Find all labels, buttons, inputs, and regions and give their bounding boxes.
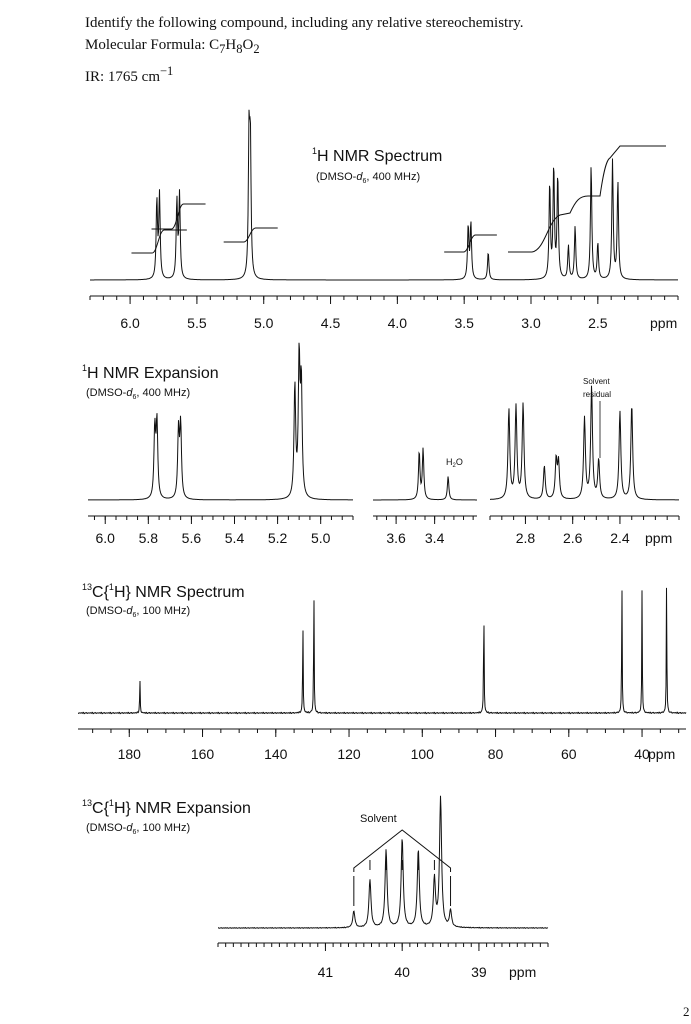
h1-expansion-tick-label: 5.0 xyxy=(311,530,331,546)
h1-axis-label: ppm xyxy=(650,315,677,331)
panel4-title: 13C{1H} NMR Expansion (DMSO-d6, 100 MHz) xyxy=(82,798,251,836)
h1-expansion-tick-label: 2.4 xyxy=(610,530,630,546)
c13-tick-label: 160 xyxy=(191,746,215,762)
integral-curve xyxy=(151,203,206,230)
h1-expansion-trace xyxy=(373,447,477,501)
molecular-formula: Molecular Formula: C7H8O2 xyxy=(85,37,260,56)
ir-data: IR: 1765 cm−1 xyxy=(85,64,174,85)
panel2-title: 1H NMR Expansion (DMSO-d6, 400 MHz) xyxy=(82,363,219,401)
c13-axis-label: ppm xyxy=(648,746,675,762)
h1-tick-label: 3.0 xyxy=(521,315,541,331)
svg-text:Solvent: Solvent xyxy=(583,377,610,386)
c13-tick-label: 80 xyxy=(488,746,504,762)
h1-tick-label: 3.5 xyxy=(454,315,474,331)
h1-expansion-tick-label: 2.8 xyxy=(516,530,536,546)
c13-expansion-tick-label: 41 xyxy=(318,964,334,980)
svg-text:13C{1H} NMR Expansion: 13C{1H} NMR Expansion xyxy=(82,798,251,817)
h1-expansion-tick-label: 5.2 xyxy=(268,530,288,546)
h1-tick-label: 5.5 xyxy=(187,315,207,331)
c13-tick-label: 140 xyxy=(264,746,288,762)
h1-expansion-tick-label: 6.0 xyxy=(96,530,116,546)
integral-curve xyxy=(223,227,278,243)
problem-prompt: Identify the following compound, includi… xyxy=(85,15,524,31)
h1-expansion-tick-label: 3.4 xyxy=(425,530,445,546)
svg-text:residual: residual xyxy=(583,390,611,399)
h1-tick-label: 2.5 xyxy=(588,315,608,331)
h1-expansion-trace xyxy=(490,385,679,501)
c13-expansion-tick-label: 40 xyxy=(394,964,410,980)
svg-text:(DMSO-d6, 400 MHz): (DMSO-d6, 400 MHz) xyxy=(86,387,190,401)
solvent-residual-label: Solvent residual xyxy=(583,377,611,399)
c13-tick-label: 180 xyxy=(118,746,142,762)
solvent-splitting-tree xyxy=(353,829,452,872)
water-label: H2O xyxy=(446,457,463,469)
svg-text:13C{1H} NMR Spectrum: 13C{1H} NMR Spectrum xyxy=(82,582,245,601)
c13-tick-label: 100 xyxy=(411,746,435,762)
svg-text:(DMSO-d6, 100 MHz): (DMSO-d6, 100 MHz) xyxy=(86,605,190,619)
c13-expansion-tick-label: 39 xyxy=(471,964,487,980)
h1-spectrum-trace xyxy=(90,109,678,281)
panel1-title: 1H NMR Spectrum (DMSO-d6, 400 MHz) xyxy=(312,146,442,185)
h1-expansion-trace xyxy=(88,342,353,501)
c13-tick-label: 120 xyxy=(337,746,361,762)
h1-tick-label: 5.0 xyxy=(254,315,274,331)
page-number: 2 xyxy=(683,1004,690,1019)
integral-curve xyxy=(131,229,187,254)
integral-curve xyxy=(508,145,666,253)
c13-tick-label: 60 xyxy=(561,746,577,762)
c13-expansion-trace xyxy=(218,795,549,929)
h1-expansion-tick-label: 3.6 xyxy=(386,530,406,546)
svg-text:H2O: H2O xyxy=(446,457,463,469)
h1-expansion-tick-label: 5.8 xyxy=(139,530,159,546)
h1-expansion-tick-label: 5.6 xyxy=(182,530,202,546)
integral-curve xyxy=(444,234,497,253)
h1-tick-label: 6.0 xyxy=(120,315,140,331)
svg-text:(DMSO-d6, 400 MHz): (DMSO-d6, 400 MHz) xyxy=(316,171,420,185)
spectra-layer: 6.0 5.5 5.0 4.5 4.0 3.5 3.0 2.5 ppm 6.0 5.8 5.6 5.4 5… xyxy=(78,109,687,980)
carbon-solvent-label: Solvent xyxy=(360,813,397,825)
h1-expansion-tick-label: 5.4 xyxy=(225,530,245,546)
h1-tick-label: 4.0 xyxy=(388,315,408,331)
h1-expansion-axis-label: ppm xyxy=(645,530,672,546)
c13-tick-label: 40 xyxy=(634,746,650,762)
svg-text:(DMSO-d6, 100 MHz): (DMSO-d6, 100 MHz) xyxy=(86,822,190,836)
c13-spectrum-trace xyxy=(78,587,687,715)
svg-text:1H NMR Expansion: 1H NMR Expansion xyxy=(82,363,219,382)
h1-tick-label: 4.5 xyxy=(321,315,341,331)
panel3-title: 13C{1H} NMR Spectrum (DMSO-d6, 100 MHz) xyxy=(82,582,245,619)
c13-expansion-axis-label: ppm xyxy=(509,964,536,980)
problem-header: Identify the following compound, includi… xyxy=(85,12,524,88)
svg-text:Solvent: Solvent xyxy=(360,813,397,825)
h1-expansion-tick-label: 2.6 xyxy=(563,530,583,546)
svg-text:1H NMR Spectrum: 1H NMR Spectrum xyxy=(312,146,442,165)
